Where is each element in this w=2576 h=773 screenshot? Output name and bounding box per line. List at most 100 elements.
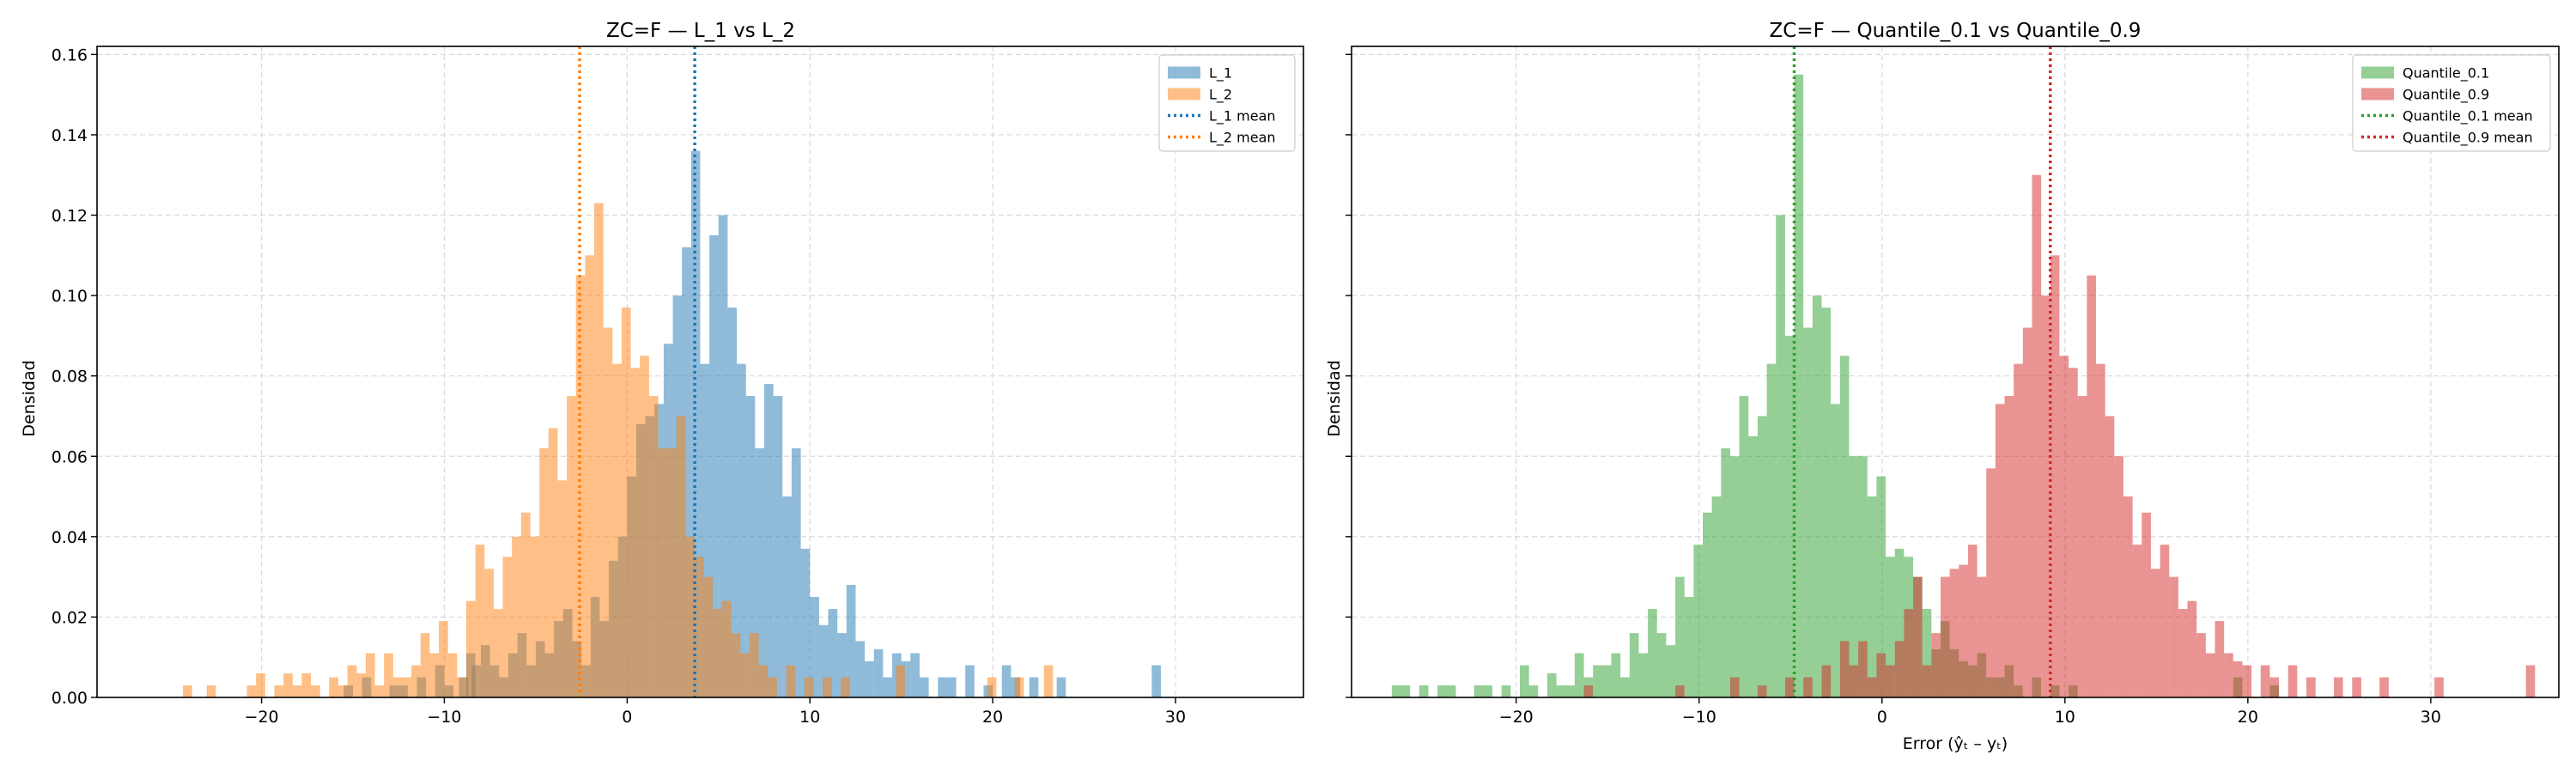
right-bar-series0-2	[1419, 685, 1429, 697]
left-bar-series1-8	[311, 685, 320, 697]
left-bar-series1-34	[557, 480, 568, 697]
right-bar-series1-36	[2105, 416, 2115, 697]
left-bar-series1-50	[703, 576, 714, 697]
left-y-tick-label: 0.12	[52, 207, 88, 226]
left-bar-series1-0	[183, 685, 192, 697]
right-bar-series0-38	[1803, 327, 1813, 697]
right-legend-label-2: Quantile_0.1 mean	[2403, 108, 2533, 125]
left-y-tick-label: 0.04	[52, 528, 88, 547]
right-bar-series0-31	[1739, 396, 1749, 697]
right-bar-series0-27	[1703, 512, 1712, 697]
left-bar-series0-33	[690, 150, 701, 698]
left-bar-series0-50	[846, 584, 856, 697]
right-bar-series0-26	[1693, 545, 1704, 697]
right-bar-series1-4	[1784, 677, 1795, 697]
right-bar-series1-26	[2014, 363, 2023, 697]
right-bar-series0-6	[1483, 685, 1493, 697]
right-bar-series1-49	[2224, 653, 2233, 697]
right-bar-series0-51	[1922, 609, 1932, 697]
right-bar-series1-15	[1913, 576, 1923, 697]
right-bar-series1-27	[2022, 327, 2032, 697]
left-bar-series0-53	[873, 648, 884, 697]
right-bar-series1-22	[1977, 576, 1987, 697]
right-bar-series1-50	[2233, 660, 2243, 697]
left-bar-series1-11	[347, 665, 357, 697]
left-bar-series1-33	[548, 428, 558, 697]
left-bar-series1-53	[731, 633, 741, 697]
right-bar-series1-55	[2306, 677, 2316, 697]
right-bar-series0-37	[1794, 74, 1804, 697]
left-bar-series1-30	[520, 512, 531, 697]
left-legend-label-2: L_1 mean	[1209, 108, 1276, 125]
left-bar-series1-44	[648, 396, 659, 697]
right-bar-series0-4	[1446, 685, 1456, 697]
right-bar-series0-43	[1849, 456, 1859, 697]
left-bar-series1-5	[283, 673, 293, 697]
left-x-tick-label: 20	[982, 708, 1003, 727]
right-bar-series0-46	[1876, 476, 1886, 697]
right-bar-series0-39	[1812, 295, 1822, 697]
right-bar-series1-45	[2187, 600, 2197, 697]
left-bar-series1-15	[384, 653, 393, 697]
left-legend-label-0: L_1	[1209, 65, 1232, 82]
right-bar-series0-24	[1675, 576, 1685, 697]
left-bar-series1-14	[374, 685, 385, 697]
left-bar-series1-51	[713, 609, 723, 697]
right-bar-series0-45	[1867, 496, 1877, 697]
right-bar-series1-43	[2169, 576, 2178, 697]
right-bar-series1-58	[2379, 677, 2389, 697]
left-bar-series0-43	[782, 496, 792, 697]
left-bar-series1-35	[567, 396, 576, 697]
left-y-tick-label: 0.02	[52, 608, 88, 627]
left-bar-series0-44	[791, 447, 801, 697]
right-axes: −20 −10 0 10 20 30	[1346, 46, 2560, 727]
right-bar-series0-0	[1391, 685, 1401, 697]
right-bar-series0-3	[1437, 685, 1447, 697]
left-bar-series1-37	[585, 255, 595, 697]
right-bar-series1-10	[1867, 677, 1877, 697]
left-bar-series1-23	[457, 677, 467, 697]
left-bar-series0-40	[755, 447, 765, 697]
right-bar-series1-8	[1849, 665, 1859, 697]
right-x-tick-label: 10	[2055, 708, 2075, 727]
left-bar-series0-52	[865, 660, 874, 697]
left-legend-label-1: L_2	[1209, 87, 1232, 104]
right-bar-series0-35	[1776, 215, 1785, 697]
left-bar-series1-38	[594, 203, 604, 698]
right-legend-label-3: Quantile_0.9 mean	[2403, 130, 2533, 147]
left-bar-series1-9	[329, 677, 338, 697]
right-bar-series0-12	[1565, 685, 1575, 697]
right-bar-series0-9	[1528, 685, 1539, 697]
left-bar-series1-16	[392, 677, 403, 697]
right-legend-swatch-0	[2361, 66, 2394, 79]
left-bar-series0-39	[745, 396, 756, 697]
left-bar-series1-64	[1014, 677, 1024, 697]
right-legend-label-1: Quantile_0.9	[2403, 87, 2489, 104]
left-bar-series1-10	[338, 685, 348, 697]
right-bar-series1-17	[1931, 633, 1941, 697]
right-x-tick-label: −20	[1499, 708, 1534, 727]
right-x-tick-label: 30	[2421, 708, 2441, 727]
right-x-tick-label: −10	[1682, 708, 1716, 727]
right-bar-series1-39	[2132, 545, 2142, 697]
left-bar-series1-12	[356, 673, 366, 697]
left-bar-series1-41	[621, 307, 631, 697]
left-bar-series1-63	[987, 677, 997, 697]
right-bar-series0-29	[1721, 447, 1730, 697]
left-chart-title: ZC=F — L_1 vs L_2	[606, 20, 795, 42]
right-plot-frame	[1351, 46, 2560, 698]
left-legend-swatch-1	[1168, 88, 1200, 100]
left-bar-series0-66	[1056, 677, 1066, 697]
left-bar-series1-58	[786, 665, 796, 697]
right-bar-series1-31	[2059, 356, 2069, 697]
right-bar-series0-22	[1656, 633, 1667, 697]
right-bar-series1-29	[2041, 295, 2050, 697]
right-bar-series1-25	[2004, 396, 2014, 697]
left-bar-series0-63	[1001, 665, 1012, 697]
left-bar-series1-46	[667, 447, 677, 697]
right-bar-series1-23	[1986, 468, 1996, 697]
right-bar-series0-17	[1611, 653, 1621, 697]
left-x-tick-label: −10	[427, 708, 461, 727]
left-bar-series1-2	[246, 685, 257, 697]
